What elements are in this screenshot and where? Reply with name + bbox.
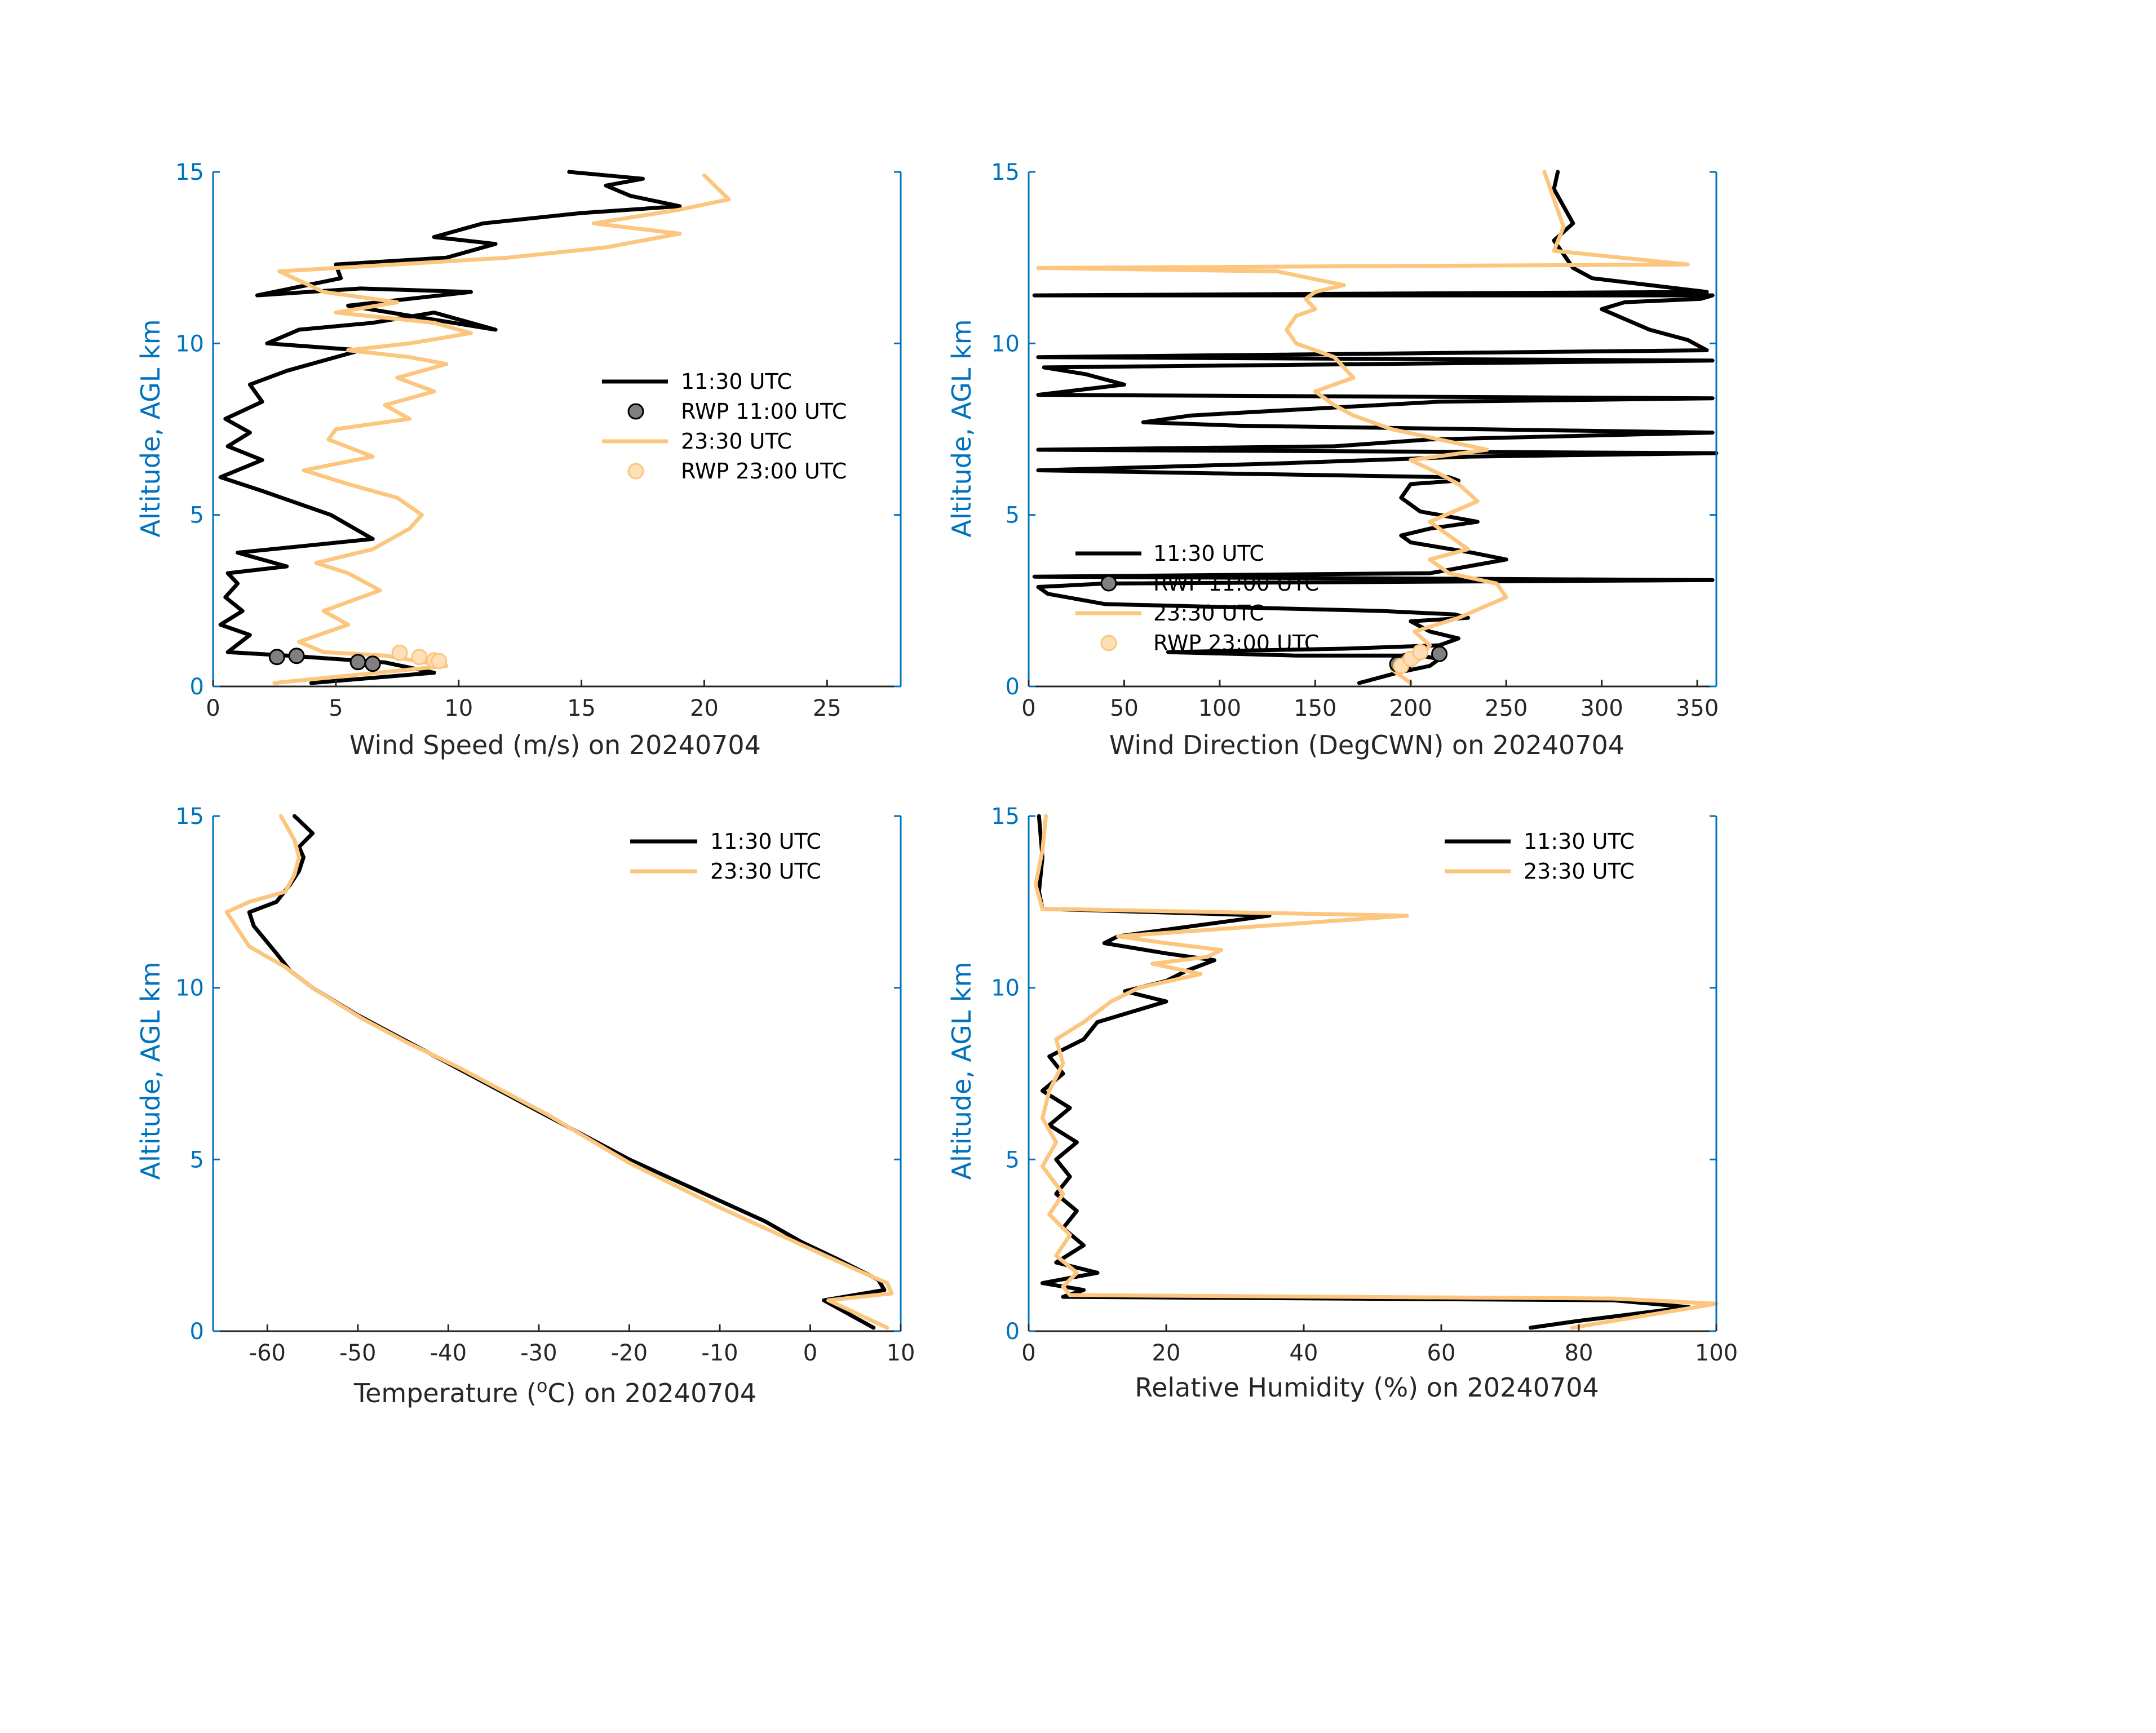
wind-speed-panel: 0 5 10 15 0 5 10 15 20 25 Wind Speed (m/s) on 202… [135,159,902,760]
wind_speed-y-tick-label: 15 [175,159,204,185]
legend-label-2330: 23:30 UTC [1153,601,1264,626]
wind_speed-y-tick-label: 0 [190,674,204,700]
wind_speed-y-tick-label: 10 [175,331,204,357]
legend-label-2330: 23:30 UTC [1524,859,1635,884]
wind_speed-y-tick-label: 5 [190,503,204,529]
temperature-x-tick-label: -40 [430,1340,467,1366]
wind-speed-xlabel: Wind Speed (m/s) on 20240704 [349,730,761,760]
temperature-y-tick-label: 15 [175,804,204,830]
relative_humidity-x-tick-label: 60 [1427,1340,1456,1366]
wind_speed-rwp-1100-point [288,648,305,664]
wind_direction-y-tick-label: 10 [991,331,1020,357]
temperature-x-tick-label: 0 [803,1340,817,1366]
relative-humidity-panel: 0 5 10 15 0 20 40 60 80 100 Relative Humidity (%)… [946,804,1738,1403]
temperature-xlabel-sup: o [537,1375,548,1397]
legend-marker-rwp1100 [1100,575,1117,592]
wind_speed-rwp-1100-point [364,655,381,672]
wind_direction-x-tick-label: 0 [1021,695,1035,721]
temperature-y-tick-label: 10 [175,976,204,1001]
relative-humidity-xlabel: Relative Humidity (%) on 20240704 [1135,1372,1599,1403]
wind_direction-x-tick-label: 300 [1580,695,1623,721]
wind_speed-rwp-1100-point [349,654,366,671]
wind-direction-xlabel: Wind Direction (DegCWN) on 20240704 [1109,730,1624,760]
wind_speed-x-tick-label: 15 [567,695,596,721]
wind_speed-x-tick-label: 20 [690,695,719,721]
wind_direction-series-1130-line [1032,170,1719,685]
wind_direction-rwp-1100-point [1431,645,1448,662]
temperature-y-tick-label: 5 [190,1147,204,1173]
temperature-x-tick-label: -50 [339,1340,376,1366]
wind_speed-series-2330-line [272,173,731,685]
wind_direction-x-tick-label: 350 [1676,695,1719,721]
legend-marker-rwp2300 [1100,635,1117,651]
wind_direction-y-tick-label: 15 [991,159,1020,185]
wind-direction-ylabel: Altitude, AGL km [946,319,977,537]
relative_humidity-x-tick-label: 20 [1152,1340,1181,1366]
wind-speed-legend: 11:30 UTC RWP 11:00 UTC 23:30 UTC RWP 23… [602,369,847,484]
temperature-panel: 0 5 10 15 -60 -50 -40 -30 -20 -10 0 10 Temperature … [135,804,915,1408]
temperature-xlabel: Temperature (oC) on 20240704 [353,1375,756,1408]
legend-label-rwp2300: RWP 23:00 UTC [681,459,847,484]
wind_direction-x-tick-label: 250 [1485,695,1528,721]
relative_humidity-x-tick-label: 80 [1565,1340,1593,1366]
temperature-ylabel: Altitude, AGL km [135,961,166,1180]
temperature-series-2330-line [224,814,894,1330]
legend-label-1130: 11:30 UTC [681,369,792,394]
wind-speed-ylabel: Altitude, AGL km [135,319,166,537]
relative_humidity-x-tick-label: 0 [1021,1340,1035,1366]
temperature-y-tick-label: 0 [190,1319,204,1345]
relative-humidity-ylabel: Altitude, AGL km [946,961,977,1180]
temperature-xlabel-post: C) on 20240704 [547,1378,756,1408]
legend-marker-rwp2300 [627,463,644,480]
legend-label-rwp1100: RWP 11:00 UTC [681,399,847,424]
temperature-x-tick-label: 10 [887,1340,915,1366]
temperature-xlabel-pre: Temperature ( [353,1378,537,1408]
wind_direction-series-2330-line [1036,170,1690,685]
wind_direction-rwp-2300-point [1412,644,1429,661]
wind_speed-x-tick-label: 5 [329,695,343,721]
wind_speed-x-tick-label: 25 [813,695,842,721]
relative_humidity-series-1130-line [1037,814,1691,1330]
wind_speed-rwp-1100-point [268,649,285,666]
legend-marker-rwp1100 [627,403,644,420]
relative_humidity-y-tick-label: 15 [991,804,1020,830]
legend-label-1130: 11:30 UTC [1153,541,1264,566]
legend-label-2330: 23:30 UTC [710,859,821,884]
wind_direction-x-tick-label: 100 [1198,695,1241,721]
wind_speed-x-tick-label: 10 [444,695,473,721]
wind_speed-rwp-2300-point [411,649,428,666]
relative_humidity-y-tick-label: 0 [1006,1319,1020,1345]
relative-humidity-legend: 11:30 UTC 23:30 UTC [1445,829,1635,884]
legend-label-rwp2300: RWP 23:00 UTC [1153,631,1319,655]
relative_humidity-y-tick-label: 5 [1006,1147,1020,1173]
temperature-x-tick-label: -60 [249,1340,286,1366]
temperature-x-tick-label: -10 [701,1340,738,1366]
wind_speed-x-tick-label: 0 [206,695,220,721]
temperature-series-1130-line [247,814,887,1330]
wind_speed-rwp-2300-point [391,644,408,661]
wind_direction-y-tick-label: 5 [1006,503,1020,529]
legend-label-1130: 11:30 UTC [710,829,821,854]
legend-label-rwp1100: RWP 11:00 UTC [1153,571,1319,596]
relative_humidity-series-2330-line [1033,814,1719,1330]
wind_direction-x-tick-label: 50 [1110,695,1139,721]
relative_humidity-y-tick-label: 10 [991,976,1020,1001]
temperature-legend: 11:30 UTC 23:30 UTC [630,829,821,884]
wind_speed-rwp-2300-point [431,653,448,670]
legend-label-2330: 23:30 UTC [681,429,792,454]
wind_direction-y-tick-label: 0 [1006,674,1020,700]
wind_direction-x-tick-label: 150 [1294,695,1336,721]
temperature-x-tick-label: -30 [520,1340,557,1366]
temperature-x-tick-label: -20 [611,1340,648,1366]
legend-label-1130: 11:30 UTC [1524,829,1635,854]
relative_humidity-x-tick-label: 40 [1290,1340,1318,1366]
wind-direction-legend: 11:30 UTC RWP 11:00 UTC 23:30 UTC RWP 23… [1075,541,1319,655]
relative_humidity-x-tick-label: 100 [1695,1340,1738,1366]
wind_speed-series-1130-line [218,170,682,685]
wind_direction-x-tick-label: 200 [1389,695,1432,721]
